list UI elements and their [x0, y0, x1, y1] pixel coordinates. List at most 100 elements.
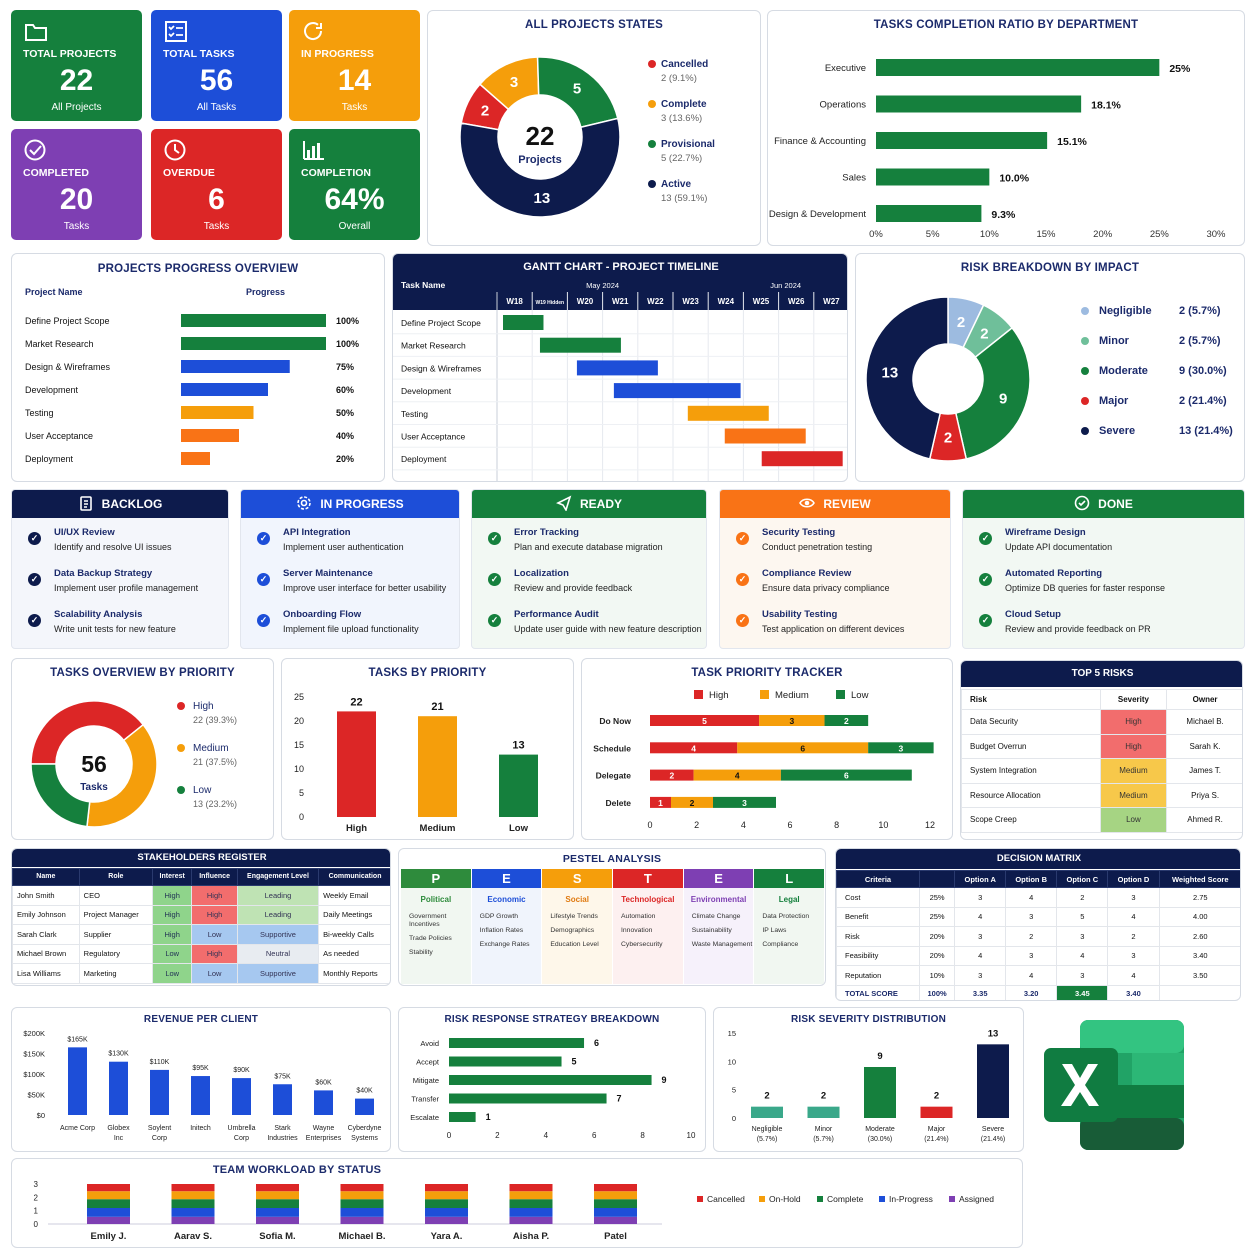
workload-segment[interactable] — [171, 1191, 215, 1200]
progress-bar[interactable] — [181, 314, 326, 327]
kanban-header[interactable]: REVIEW — [720, 490, 950, 518]
tracker-segment[interactable] — [759, 715, 825, 726]
workload-segment[interactable] — [171, 1216, 215, 1224]
dept-bar[interactable] — [876, 95, 1082, 113]
gantt-bar[interactable] — [576, 360, 658, 376]
kpi-card-total-tasks[interactable]: TOTAL TASKS 56 All Tasks — [151, 10, 282, 121]
priority-bar[interactable] — [337, 711, 376, 817]
priority-bar[interactable] — [418, 716, 457, 817]
workload-segment[interactable] — [256, 1216, 299, 1224]
kanban-card[interactable]: ✓ Cloud Setup Review and provide feedback … — [975, 604, 1244, 645]
donut-slice[interactable] — [86, 723, 158, 828]
progress-bar[interactable] — [181, 383, 268, 396]
kpi-card-completion[interactable]: COMPLETION 64% Overall — [289, 129, 420, 240]
priority-bar[interactable] — [499, 754, 538, 817]
dept-bar[interactable] — [876, 168, 990, 186]
workload-segment[interactable] — [425, 1191, 468, 1200]
kanban-card[interactable]: ✓ Usability Testing Test application on di… — [732, 604, 950, 645]
severity-bar[interactable] — [751, 1106, 783, 1118]
table-row[interactable]: Data Security High Michael B. — [961, 709, 1242, 735]
response-bar[interactable] — [449, 1093, 607, 1104]
dept-bar[interactable] — [876, 59, 1160, 76]
table-row[interactable]: Feasibility 20% 4 3 4 3 3.40 — [836, 945, 1240, 966]
workload-segment[interactable] — [425, 1199, 468, 1208]
workload-segment[interactable] — [594, 1216, 637, 1224]
revenue-bar[interactable] — [355, 1098, 374, 1115]
kanban-header[interactable]: BACKLOG — [12, 490, 228, 518]
donut-slice[interactable] — [30, 700, 145, 765]
kpi-card-completed[interactable]: COMPLETED 20 Tasks — [11, 129, 142, 240]
progress-bar[interactable] — [181, 406, 254, 419]
workload-segment[interactable] — [340, 1184, 384, 1192]
workload-segment[interactable] — [425, 1216, 468, 1224]
gantt-bar[interactable] — [687, 405, 769, 421]
table-row[interactable]: Michael Brown Regulatory Low High Neutral As … — [12, 943, 390, 964]
table-row[interactable]: Emily Johnson Project Manager High High Lead… — [12, 904, 390, 925]
revenue-bar[interactable] — [150, 1069, 169, 1115]
gantt-bar[interactable] — [539, 337, 621, 353]
kanban-card[interactable]: ✓ Scalability Analysis Write unit tests fo… — [24, 604, 228, 645]
workload-segment[interactable] — [594, 1191, 637, 1200]
kanban-header[interactable]: READY — [472, 490, 706, 518]
tracker-segment[interactable] — [824, 715, 869, 726]
table-row[interactable]: Budget Overrun High Sarah K. — [961, 733, 1242, 759]
kanban-header[interactable]: DONE — [963, 490, 1244, 518]
table-row[interactable]: Resource Allocation Medium Priya S. — [961, 782, 1242, 808]
kanban-header[interactable]: IN PROGRESS — [241, 490, 459, 518]
workload-segment[interactable] — [87, 1184, 130, 1192]
tracker-segment[interactable] — [693, 769, 781, 781]
table-row[interactable]: John Smith CEO High High Leading Weekly Email — [12, 885, 390, 906]
tracker-segment[interactable] — [650, 742, 738, 754]
workload-segment[interactable] — [509, 1216, 553, 1224]
workload-segment[interactable] — [509, 1199, 553, 1208]
donut-slice[interactable] — [459, 117, 621, 218]
kanban-card[interactable]: ✓ UI/UX Review Identify and resolve UI iss… — [24, 522, 228, 563]
response-bar[interactable] — [449, 1112, 476, 1122]
donut-slice[interactable] — [30, 763, 91, 828]
severity-bar[interactable] — [864, 1067, 896, 1118]
progress-bar[interactable] — [181, 360, 290, 373]
workload-segment[interactable] — [87, 1199, 130, 1208]
workload-segment[interactable] — [340, 1216, 384, 1224]
kpi-card-total-projects[interactable]: TOTAL PROJECTS 22 All Projects — [11, 10, 142, 121]
workload-segment[interactable] — [171, 1184, 215, 1192]
table-row[interactable]: System Integration Medium James T. — [961, 758, 1242, 784]
revenue-bar[interactable] — [68, 1047, 87, 1115]
workload-segment[interactable] — [171, 1208, 215, 1217]
response-bar[interactable] — [449, 1056, 562, 1067]
tracker-segment[interactable] — [868, 742, 934, 754]
donut-slice[interactable] — [865, 296, 949, 460]
table-row[interactable]: Reputation 10% 3 4 3 4 3.50 — [836, 965, 1240, 986]
workload-segment[interactable] — [340, 1191, 384, 1200]
workload-segment[interactable] — [87, 1191, 130, 1200]
gantt-bar[interactable] — [503, 315, 544, 330]
kanban-card[interactable]: ✓ Error Tracking Plan and execute database… — [484, 522, 706, 563]
workload-segment[interactable] — [87, 1208, 130, 1217]
kanban-card[interactable]: ✓ Automated Reporting Optimize DB queries … — [975, 563, 1244, 604]
gantt-bar[interactable] — [613, 383, 741, 399]
revenue-bar[interactable] — [273, 1084, 292, 1115]
workload-segment[interactable] — [425, 1184, 468, 1192]
table-row[interactable]: Benefit 25% 4 3 5 4 4.00 — [836, 906, 1240, 927]
workload-segment[interactable] — [256, 1208, 299, 1217]
table-row[interactable]: Sarah Clark Supplier High Low Supportive Bi-w… — [12, 924, 390, 945]
progress-bar[interactable] — [181, 452, 210, 465]
progress-bar[interactable] — [181, 337, 326, 350]
dept-bar[interactable] — [876, 132, 1048, 149]
kanban-card[interactable]: ✓ Compliance Review Ensure data privacy co… — [732, 563, 950, 604]
response-bar[interactable] — [449, 1038, 585, 1048]
revenue-bar[interactable] — [109, 1061, 128, 1115]
dept-bar[interactable] — [876, 205, 982, 222]
tracker-segment[interactable] — [650, 715, 760, 726]
workload-segment[interactable] — [509, 1184, 553, 1192]
table-row[interactable]: Lisa Williams Marketing Low Low Supportive Mo… — [12, 963, 390, 984]
workload-segment[interactable] — [256, 1184, 299, 1192]
tracker-segment[interactable] — [671, 796, 713, 808]
kpi-card-in-progress[interactable]: IN PROGRESS 14 Tasks — [289, 10, 420, 121]
kanban-card[interactable]: ✓ Wireframe Design Update API documentatio… — [975, 522, 1244, 563]
kpi-card-overdue[interactable]: OVERDUE 6 Tasks — [151, 129, 282, 240]
workload-segment[interactable] — [509, 1208, 553, 1217]
tracker-segment[interactable] — [737, 742, 869, 754]
workload-segment[interactable] — [256, 1199, 299, 1208]
kanban-card[interactable]: ✓ Onboarding Flow Implement file upload fu… — [253, 604, 459, 645]
